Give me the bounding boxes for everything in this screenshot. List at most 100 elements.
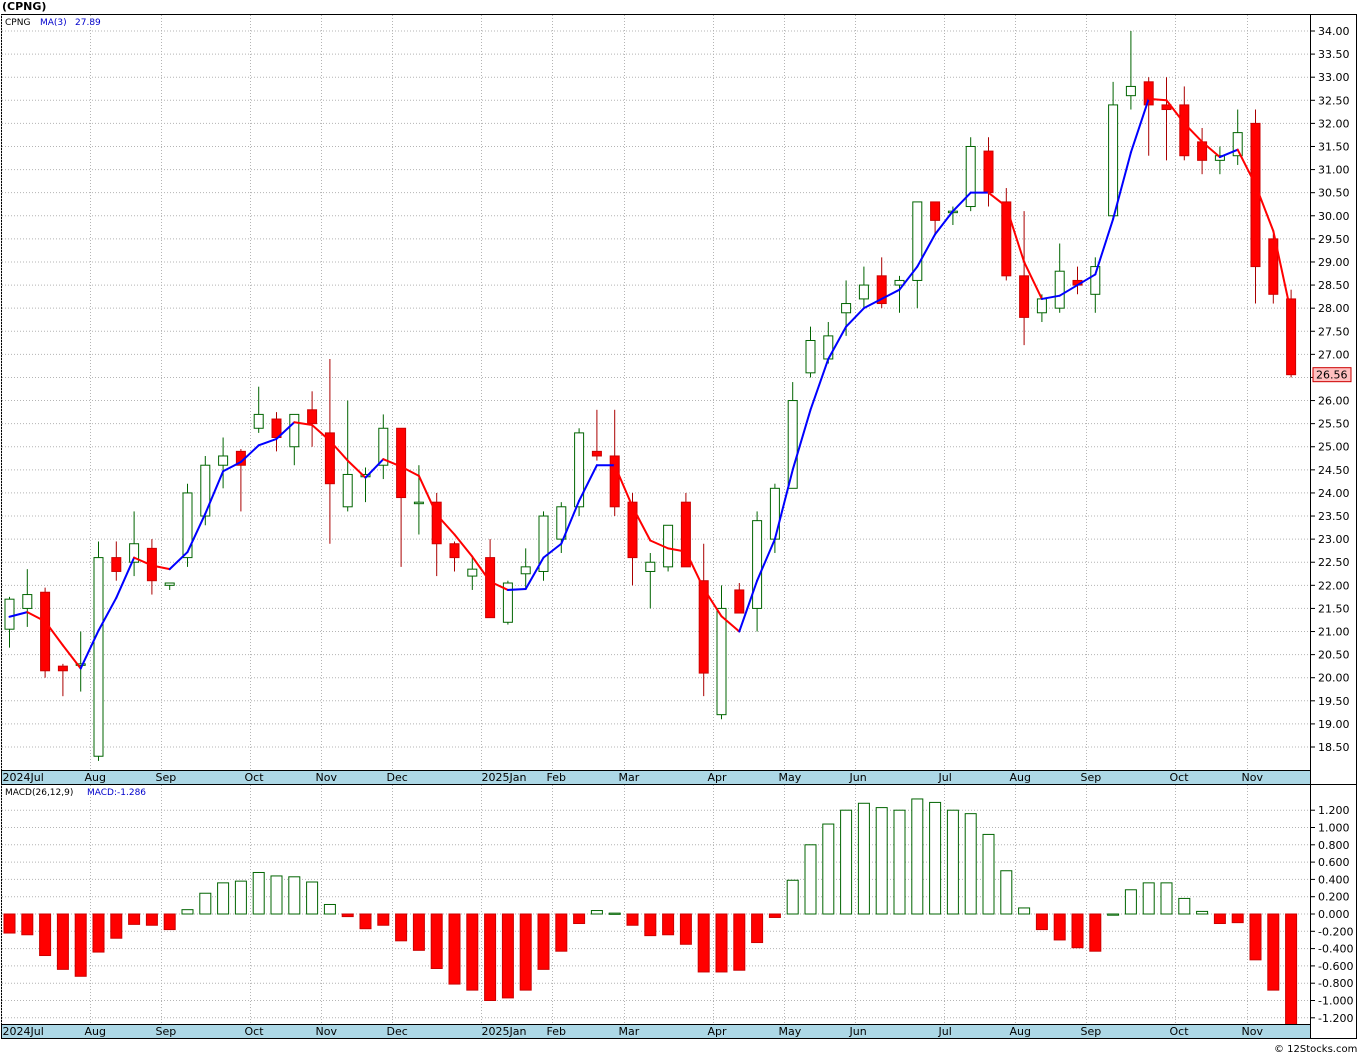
candle	[164, 582, 175, 590]
macd-month-label: Aug	[1010, 1025, 1031, 1038]
macd-bar	[270, 875, 283, 915]
macd-bar	[145, 913, 158, 926]
ma-segment	[489, 580, 509, 591]
candle-body	[930, 201, 941, 221]
candle-body	[627, 501, 638, 559]
candle-body	[502, 582, 513, 623]
candle	[591, 409, 602, 461]
macd-month-label: Sep	[1081, 1025, 1102, 1038]
candle-body	[752, 520, 763, 609]
macd-bar	[573, 913, 586, 925]
ma-segment	[364, 458, 385, 479]
ma-segment	[791, 408, 812, 471]
candle	[253, 386, 264, 433]
macd-bar	[857, 802, 870, 915]
ma-segment	[1201, 140, 1221, 159]
candle	[930, 201, 941, 235]
candle-body	[591, 450, 602, 457]
macd-month-label: Sep	[156, 1025, 177, 1038]
ma-segment	[1236, 148, 1257, 186]
candle-body	[342, 473, 353, 508]
macd-bar	[92, 913, 105, 953]
macd-axis-frame	[1310, 784, 1357, 1039]
macd-month-label: Mar	[619, 1025, 640, 1038]
ma-segment	[1129, 97, 1150, 154]
ma-segment	[150, 564, 171, 571]
price-tick-label: 26.00	[1318, 395, 1350, 408]
macd-bar	[217, 882, 230, 915]
candle-body	[449, 543, 460, 559]
ma-segment	[275, 421, 296, 440]
macd-bar	[715, 913, 728, 973]
macd-bar	[804, 844, 817, 915]
ma-segment	[560, 499, 581, 545]
candle-body	[40, 591, 51, 672]
candle	[609, 409, 620, 517]
candle	[324, 358, 335, 544]
candle	[431, 492, 442, 577]
candle	[520, 548, 531, 590]
macd-bar	[199, 892, 212, 915]
macd-bar	[697, 913, 710, 973]
candle-body	[858, 284, 869, 300]
macd-bar	[1249, 913, 1262, 961]
macd-bar	[608, 912, 621, 915]
candle-body	[22, 594, 33, 609]
candle	[1143, 77, 1154, 156]
ma-segment	[1005, 205, 1026, 263]
price-tick-label: 23.00	[1318, 533, 1350, 546]
ma-segment	[773, 468, 794, 541]
last-price-badge: 26.56	[1312, 367, 1352, 383]
candle-body	[1054, 270, 1065, 309]
price-panel	[1, 14, 1311, 771]
candle	[22, 569, 33, 627]
candle	[1001, 188, 1012, 281]
price-tick-label: 22.50	[1318, 556, 1350, 569]
candle-body	[734, 589, 745, 614]
candle-body	[111, 557, 122, 572]
candle-body	[574, 432, 585, 508]
macd-bar	[323, 903, 336, 915]
candle-body	[983, 150, 994, 194]
macd-bar	[39, 913, 52, 957]
macd-bar	[359, 913, 372, 930]
ma-segment	[1058, 284, 1079, 297]
ma-segment	[453, 533, 474, 558]
ma-segment	[328, 439, 349, 462]
ma-segment	[934, 210, 954, 236]
candle	[645, 552, 656, 609]
price-tick-label: 33.50	[1318, 48, 1350, 61]
candle-body	[965, 145, 976, 208]
price-month-label: Aug	[1010, 771, 1031, 784]
price-month-label: Sep	[1081, 771, 1102, 784]
price-tick-label: 20.50	[1318, 649, 1350, 662]
candle	[57, 663, 68, 697]
macd-bar	[306, 881, 319, 915]
price-month-label: 2025Jan	[482, 771, 527, 784]
macd-bar	[875, 807, 888, 915]
macd-month-label: Nov	[1242, 1025, 1264, 1038]
ma-segment	[578, 464, 598, 502]
macd-tick-label: -1.000	[1318, 995, 1353, 1008]
macd-bar	[288, 876, 301, 915]
ma-segment	[684, 550, 705, 590]
ma-segment	[204, 470, 225, 515]
candle	[485, 539, 496, 619]
price-tick-label: 24.00	[1318, 487, 1350, 500]
ma-segment	[1112, 151, 1132, 221]
ma-value: 27.89	[75, 18, 101, 28]
price-tick-label: 30.50	[1318, 187, 1350, 200]
candle-body	[645, 561, 656, 572]
candle-body	[75, 663, 86, 666]
macd-bar	[181, 909, 194, 915]
ma-segment	[26, 611, 47, 623]
price-tick-label: 31.00	[1318, 164, 1350, 177]
macd-bar	[252, 871, 265, 915]
candle-body	[912, 201, 923, 281]
ma-segment	[827, 325, 848, 360]
candle	[680, 492, 691, 568]
macd-bar	[1213, 913, 1226, 925]
ma-segment	[667, 547, 687, 553]
ma-segment	[1076, 273, 1097, 287]
svg-text:26.56: 26.56	[1316, 369, 1348, 382]
